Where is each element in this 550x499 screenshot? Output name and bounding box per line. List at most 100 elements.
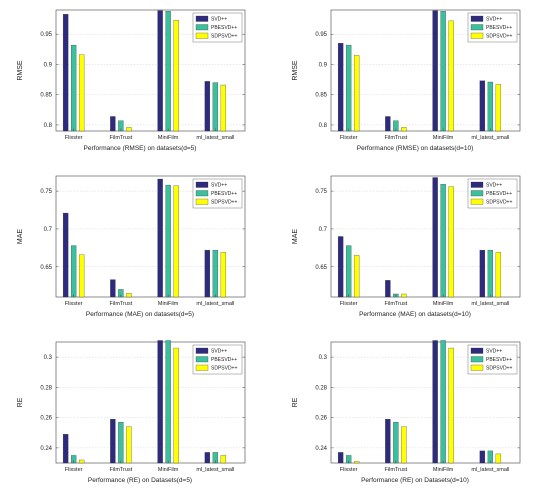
- bar-sdpsvdpp: [78, 459, 85, 464]
- bar-sdpsvdpp: [495, 84, 502, 132]
- legend-swatch: [195, 356, 209, 363]
- bar-svdpp: [110, 279, 116, 298]
- y-tick-label: 0.8: [319, 123, 328, 129]
- y-tick-label: 0.9: [44, 62, 53, 68]
- bar-svdpp: [62, 14, 69, 132]
- bar-svdpp: [157, 340, 163, 464]
- chart-caption: Performance (RE) on Datasets(d=5): [88, 477, 192, 484]
- legend-label: SVD++: [486, 17, 502, 23]
- bar-svdpp: [204, 249, 211, 298]
- legend-label: SDPSVD++: [486, 200, 512, 206]
- chart-caption: Performance (RMSE) on datasets(d=5): [84, 145, 197, 152]
- bar-sdpsvdpp: [448, 20, 454, 132]
- x-tick-label: Flixster: [65, 301, 83, 307]
- bar-svdpp: [337, 236, 344, 298]
- x-tick-label: FilmTrust: [385, 135, 408, 141]
- x-tick-label: FilmTrust: [110, 301, 133, 307]
- bar-sdpsvdpp: [126, 293, 132, 298]
- x-tick-label: MiniFilm: [158, 135, 179, 141]
- bar-sdpsvdpp: [448, 347, 454, 464]
- x-tick-label: Flixster: [65, 135, 83, 141]
- y-tick-label: 0.65: [315, 265, 327, 271]
- x-tick-label: FilmTrust: [385, 467, 408, 473]
- y-tick-label: 0.24: [315, 446, 327, 452]
- x-tick-label: FilmTrust: [385, 301, 408, 307]
- chart-caption: Performance (MAE) on datasets(d=10): [359, 311, 471, 318]
- bar-pbesvdpp: [165, 340, 171, 464]
- y-tick-label: 0.7: [44, 227, 53, 233]
- bar-svdpp: [479, 450, 486, 464]
- bar-pbesvdpp: [487, 81, 494, 132]
- chart-svg: 0.65 0.7 0.75 Flixster FilmTrust MiniFilm ml_l…: [292, 175, 521, 318]
- x-tick-label: Flixster: [340, 135, 358, 141]
- bar-sdpsvdpp: [220, 84, 227, 132]
- bar-pbesvdpp: [440, 340, 446, 464]
- x-tick-label: MiniFilm: [158, 301, 179, 307]
- bar-pbesvdpp: [440, 11, 446, 132]
- y-tick-label: 0.28: [315, 385, 327, 391]
- y-tick-label: 0.26: [315, 416, 327, 422]
- bar-pbesvdpp: [487, 249, 494, 298]
- bar-pbesvdpp: [440, 184, 446, 298]
- chart-caption: Performance (MAE) on datasets(d=5): [86, 311, 194, 318]
- x-tick-label: MiniFilm: [158, 467, 179, 473]
- bar-pbesvdpp: [212, 82, 219, 132]
- chart-svg: 0.8 0.85 0.9 0.95 Flixster FilmTrust MiniFilm m…: [17, 9, 246, 152]
- legend-label: PBESVD++: [211, 357, 237, 363]
- legend-swatch: [470, 198, 484, 205]
- x-tick-label: ml_latest_small: [196, 467, 234, 473]
- x-tick-label: ml_latest_small: [471, 467, 509, 473]
- y-tick-label: 0.9: [319, 62, 328, 68]
- chart-mae-d5: 0.65 0.7 0.75 Flixster FilmTrust MiniFilm ml_l…: [0, 166, 275, 332]
- y-tick-label: 0.85: [40, 93, 52, 99]
- y-axis-label: RMSE: [17, 60, 24, 81]
- chart-svg: 0.65 0.7 0.75 Flixster FilmTrust MiniFilm ml_l…: [17, 175, 246, 318]
- y-axis-label: RE: [17, 397, 24, 407]
- bar-svdpp: [479, 249, 486, 298]
- legend-label: SDPSVD++: [486, 34, 512, 40]
- bar-svdpp: [385, 116, 391, 132]
- bar-svdpp: [110, 116, 116, 132]
- legend-swatch: [195, 181, 209, 188]
- bar-svdpp: [62, 434, 69, 464]
- legend-swatch: [195, 15, 209, 22]
- chart-svg: 0.24 0.26 0.28 0.3 Flixster FilmTrust MiniFilm…: [17, 340, 246, 484]
- y-tick-label: 0.8: [44, 123, 53, 129]
- chart-rmse-d10: 0.8 0.85 0.9 0.95 Flixster FilmTrust MiniFilm m…: [275, 0, 550, 166]
- chart-rmse-d5: 0.8 0.85 0.9 0.95 Flixster FilmTrust MiniFilm m…: [0, 0, 275, 166]
- bar-pbesvdpp: [345, 245, 352, 298]
- bar-sdpsvdpp: [448, 186, 454, 298]
- y-tick-label: 0.85: [315, 93, 327, 99]
- bar-pbesvdpp: [70, 44, 77, 132]
- bar-svdpp: [432, 177, 438, 298]
- legend-label: SDPSVD++: [486, 366, 512, 372]
- bar-sdpsvdpp: [353, 55, 360, 132]
- y-tick-label: 0.75: [315, 189, 327, 195]
- bar-svdpp: [110, 418, 116, 464]
- x-tick-label: MiniFilm: [433, 301, 454, 307]
- legend-swatch: [195, 364, 209, 371]
- chart-caption: Performance (RMSE) on datasets(d=10): [357, 145, 474, 152]
- chart-re-d10: 0.24 0.26 0.28 0.3 Flixster FilmTrust MiniFilm…: [275, 332, 550, 498]
- y-tick-label: 0.3: [319, 355, 328, 361]
- chart-svg: 0.8 0.85 0.9 0.95 Flixster FilmTrust MiniFilm m…: [292, 9, 521, 152]
- bar-sdpsvdpp: [126, 426, 132, 464]
- legend-label: SVD++: [486, 183, 502, 189]
- bar-svdpp: [157, 178, 163, 298]
- y-axis-label: MAE: [292, 229, 299, 245]
- y-tick-label: 0.65: [40, 265, 52, 271]
- bar-sdpsvdpp: [220, 455, 227, 464]
- bar-sdpsvdpp: [173, 347, 179, 464]
- legend: SVD++ PBESVD++ SDPSVD++: [467, 12, 518, 43]
- x-tick-label: ml_latest_small: [196, 135, 234, 141]
- bar-svdpp: [157, 10, 163, 132]
- legend-label: PBESVD++: [486, 25, 512, 31]
- x-tick-label: MiniFilm: [433, 467, 454, 473]
- bar-svdpp: [385, 280, 391, 298]
- bar-pbesvdpp: [118, 422, 124, 464]
- legend-label: SVD++: [486, 349, 502, 355]
- bar-pbesvdpp: [393, 422, 399, 464]
- legend-swatch: [470, 356, 484, 363]
- bar-pbesvdpp: [165, 184, 171, 298]
